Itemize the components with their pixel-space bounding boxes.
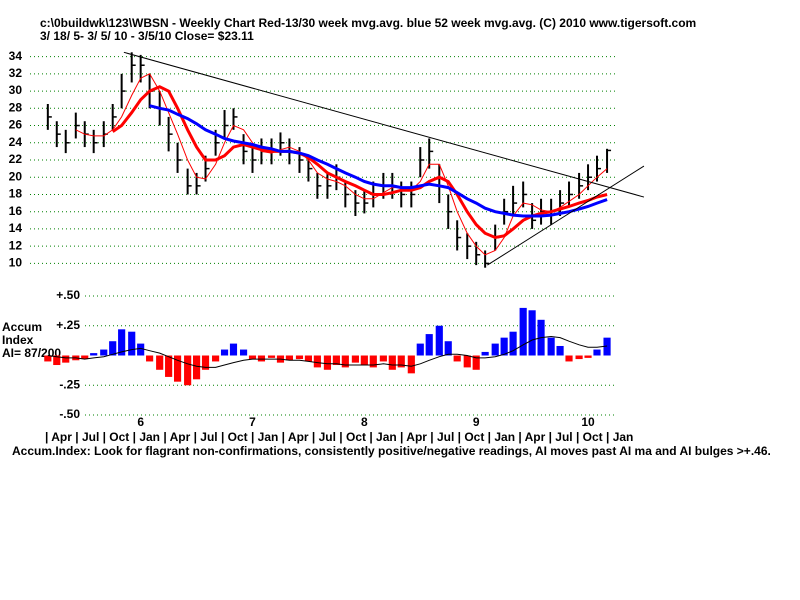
accum-bar (184, 355, 192, 386)
accum-bar (165, 355, 173, 377)
accum-bar (369, 355, 377, 368)
accum-label: Accum (2, 320, 42, 334)
y-tick-label: 32 (9, 66, 23, 80)
accum-bar (44, 355, 52, 362)
trendline (487, 165, 645, 266)
accum-bar (481, 351, 489, 356)
accum-bar (109, 341, 117, 356)
accum-bar (528, 310, 536, 356)
accum-bar (603, 337, 611, 356)
y-tick-label: -.50 (59, 407, 80, 421)
accum-bar (267, 355, 276, 358)
accum-bar (212, 355, 220, 362)
y-tick-label: 34 (9, 49, 23, 63)
accum-bar (313, 355, 321, 368)
accum-bar (519, 307, 527, 356)
y-tick-label: +.50 (56, 288, 80, 302)
accum-bar (304, 355, 313, 362)
accum-bar (53, 355, 61, 366)
accum-bar (407, 355, 415, 374)
accum-bar (128, 331, 136, 356)
y-tick-label: 22 (9, 152, 23, 166)
accum-bar (453, 355, 461, 362)
accum-bar (463, 355, 471, 368)
accum-bar (435, 325, 443, 356)
accum-bar (360, 355, 368, 366)
y-tick-label: 14 (9, 221, 23, 235)
accum-bar (575, 355, 583, 360)
x-tick-label: 7 (249, 415, 256, 429)
accum-bar (257, 355, 266, 362)
accum-bar (285, 355, 293, 361)
x-tick-label: 10 (581, 415, 595, 429)
accum-bar (444, 341, 452, 356)
accum-bar (332, 355, 340, 366)
accum-bar (556, 345, 564, 356)
accum-bar (565, 355, 573, 362)
x-tick-label: 8 (361, 415, 368, 429)
x-tick-label: 9 (473, 415, 480, 429)
y-tick-label: -.25 (59, 377, 80, 391)
accum-bar (416, 343, 424, 356)
y-tick-label: 16 (9, 204, 23, 218)
accum-bar (500, 337, 508, 356)
accum-bar (425, 334, 433, 356)
accum-bar (201, 355, 210, 370)
y-tick-label: 26 (9, 118, 23, 132)
accum-bar (472, 355, 480, 370)
moving-average (75, 73, 608, 256)
y-tick-label: 18 (9, 187, 23, 201)
accum-bar (593, 349, 601, 356)
accum-bar (81, 355, 89, 360)
accum-bar (220, 349, 229, 356)
accum-bar (397, 355, 405, 368)
accum-bar (547, 337, 555, 356)
ai-text: AI= 87/200 (2, 346, 61, 360)
y-tick-label: +.25 (56, 318, 80, 332)
accum-bar (118, 329, 126, 356)
accum-bar (295, 355, 304, 360)
accum-bar (156, 355, 164, 370)
trendline (123, 51, 645, 198)
chart-subtitle: 3/ 18/ 5- 3/ 5/ 10 - 3/5/10 Close= $23.1… (40, 29, 254, 43)
accum-bar (90, 353, 98, 356)
accum-bar (62, 355, 70, 363)
chart-title: c:\0buildwk\123\WBSN - Weekly Chart Red-… (40, 16, 696, 30)
y-tick-label: 30 (9, 83, 23, 97)
y-tick-label: 20 (9, 169, 23, 183)
accum-bar (146, 355, 154, 362)
accum-bar (323, 355, 332, 370)
accum-bar (388, 355, 396, 370)
moving-average (111, 85, 608, 240)
accum-bar (173, 355, 182, 382)
accum-bar (351, 355, 359, 363)
moving-average (149, 104, 608, 218)
accum-label: Index (2, 333, 34, 347)
y-tick-label: 10 (9, 256, 23, 270)
accum-bar (100, 349, 108, 356)
x-tick-label: 6 (137, 415, 144, 429)
month-labels: | Apr | Jul | Oct | Jan | Apr | Jul | Oc… (45, 430, 633, 444)
accum-bar (137, 343, 145, 356)
accum-bar (379, 355, 387, 362)
accum-bar (239, 349, 248, 356)
y-tick-label: 28 (9, 100, 23, 114)
y-tick-label: 24 (9, 135, 23, 149)
ai-ma (47, 335, 608, 368)
accum-bar (491, 343, 499, 356)
accum-bar (341, 355, 349, 368)
accum-bar (193, 355, 201, 380)
footer-note: Accum.Index: Look for flagrant non-confi… (12, 444, 771, 458)
accum-bar (229, 343, 238, 356)
y-tick-label: 12 (9, 238, 23, 252)
accum-bar (584, 355, 592, 358)
accum-bar (509, 331, 517, 356)
accum-bar (248, 355, 257, 360)
